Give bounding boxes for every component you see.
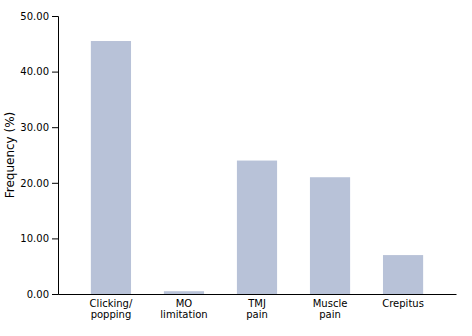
- tick-label-line: limitation: [160, 309, 207, 320]
- bar: [310, 177, 350, 294]
- tick-label: 20.00: [20, 178, 49, 189]
- tick-mark: [52, 127, 58, 128]
- tick-label: 0.00: [27, 289, 49, 300]
- tick-label: Musclepain: [313, 298, 348, 320]
- tick: Musclepain: [313, 298, 348, 320]
- tick: 20.00: [20, 178, 58, 189]
- tick-label-line: Clicking/: [90, 298, 133, 309]
- tick-label-line: MO: [176, 298, 193, 309]
- tick-label-line: Crepitus: [382, 298, 424, 309]
- bars: [91, 41, 423, 294]
- tick-label-line: Muscle: [313, 298, 348, 309]
- tick: Crepitus: [382, 298, 424, 309]
- tick-label: TMJpain: [246, 298, 268, 320]
- tick-label: 10.00: [20, 233, 49, 244]
- y-axis: 0.00 10.00 20.00 30.00 40.00 50.00: [20, 11, 58, 300]
- bar: [91, 41, 131, 294]
- bar: [237, 161, 277, 294]
- tick-label: Clicking/popping: [90, 298, 133, 320]
- tick-mark: [52, 294, 58, 295]
- tick: 30.00: [20, 122, 58, 133]
- tick-mark: [52, 238, 58, 239]
- tick-mark: [52, 16, 58, 17]
- tick-label-line: popping: [91, 309, 132, 320]
- bar: [164, 291, 204, 294]
- bar: [383, 255, 423, 294]
- tick: 50.00: [20, 11, 58, 22]
- tick-mark: [52, 72, 58, 73]
- tick-mark: [52, 183, 58, 184]
- tick-label: 40.00: [20, 66, 49, 77]
- chart: 0.00 10.00 20.00 30.00 40.00 50.00 Clicking/po…: [0, 0, 472, 336]
- tick-label: Crepitus: [382, 298, 424, 309]
- x-axis: Clicking/poppingMOlimitationTMJpainMuscl…: [59, 295, 457, 321]
- tick-label-line: TMJ: [247, 298, 266, 309]
- axis-line: [59, 294, 457, 295]
- tick-label: 30.00: [20, 122, 49, 133]
- tick: 0.00: [27, 289, 58, 300]
- tick: MOlimitation: [160, 298, 207, 320]
- y-axis-title: Frequency (%): [3, 112, 17, 199]
- tick-label: 50.00: [20, 11, 49, 22]
- tick: Clicking/popping: [90, 298, 133, 320]
- tick-label-line: pain: [246, 309, 268, 320]
- axis-line: [52, 17, 59, 295]
- tick: 10.00: [20, 233, 58, 244]
- tick: TMJpain: [246, 298, 268, 320]
- tick-label: MOlimitation: [160, 298, 207, 320]
- tick-label-line: pain: [319, 309, 341, 320]
- tick: 40.00: [20, 66, 58, 77]
- plot: 0.00 10.00 20.00 30.00 40.00 50.00 Clicking/po…: [20, 11, 456, 320]
